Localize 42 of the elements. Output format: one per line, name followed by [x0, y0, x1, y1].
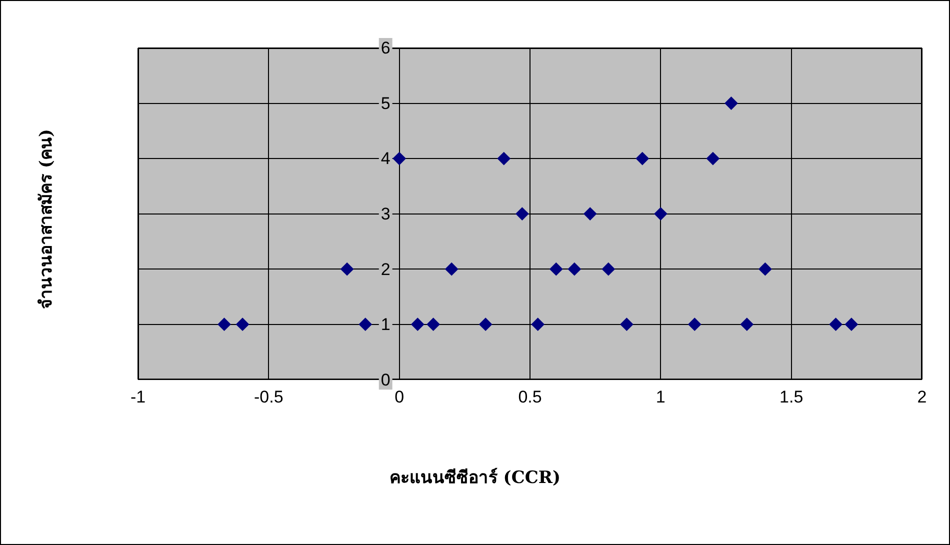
- x-tick-label: 1.5: [780, 387, 804, 406]
- point: [758, 262, 772, 276]
- y-tick-label: 2: [380, 260, 390, 279]
- x-tick-label: -1: [130, 387, 146, 406]
- point: [236, 318, 250, 331]
- point: [706, 152, 720, 166]
- point: [724, 96, 738, 110]
- point: [358, 318, 372, 331]
- point: [636, 152, 649, 166]
- point: [620, 318, 634, 331]
- y-tick-label: 5: [380, 94, 390, 113]
- y-tick-label: 0: [380, 370, 390, 390]
- x-axis-title: คะแนนซีซีอาร์ (CCR): [388, 466, 562, 490]
- point: [584, 207, 597, 220]
- point: [844, 318, 858, 331]
- y-tick-label: 6: [380, 38, 390, 58]
- point: [829, 318, 842, 331]
- point: [479, 318, 492, 331]
- point: [568, 262, 581, 276]
- point: [654, 207, 668, 220]
- point: [688, 318, 702, 331]
- point: [516, 207, 529, 220]
- y-axis-title: จำนวนอาสาสมัคร (คน): [36, 128, 58, 310]
- point: [340, 262, 354, 276]
- point: [740, 318, 754, 331]
- x-tick-label: 1: [656, 387, 666, 406]
- point: [426, 318, 440, 331]
- y-tick-label: 1: [380, 315, 390, 334]
- point: [531, 318, 544, 331]
- y-tick-label: 3: [380, 204, 390, 224]
- point: [497, 152, 510, 166]
- point: [392, 152, 406, 166]
- point: [602, 262, 615, 276]
- point: [218, 318, 231, 331]
- x-tick-label: 0: [394, 387, 404, 406]
- x-tick-label: 2: [917, 387, 927, 406]
- y-tick-label: 4: [380, 149, 390, 168]
- point: [550, 262, 563, 276]
- point: [411, 318, 424, 331]
- point: [445, 262, 458, 276]
- x-tick-label: -0.5: [254, 387, 284, 406]
- x-tick-label: 0.5: [518, 387, 542, 406]
